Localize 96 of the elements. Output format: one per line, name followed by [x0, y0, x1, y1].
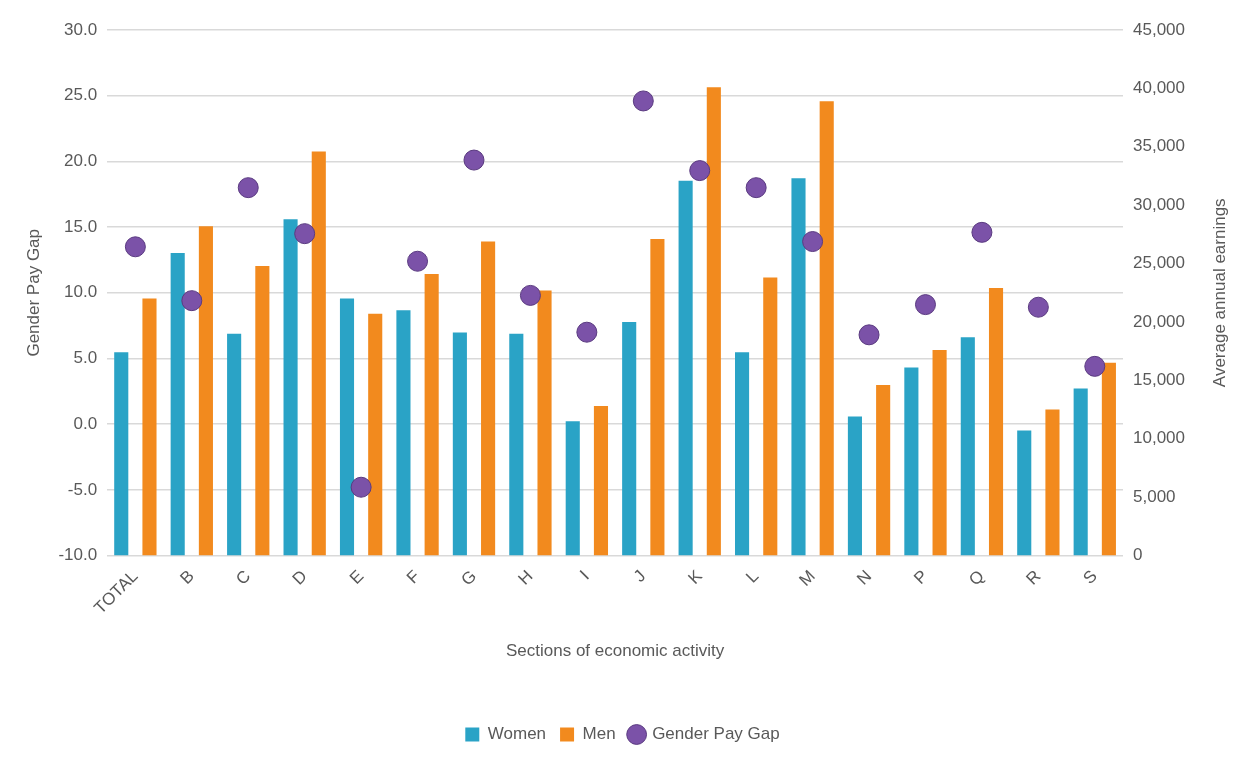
- bar: [763, 277, 778, 556]
- point: [237, 177, 259, 199]
- bar: [735, 352, 750, 556]
- bar: [678, 180, 693, 556]
- y2-tick-label: 0: [1133, 545, 1143, 565]
- bar: [481, 241, 496, 556]
- x-tick-label: E: [345, 566, 368, 588]
- bar: [1045, 409, 1060, 556]
- y2-tick-label: 10,000: [1133, 428, 1185, 448]
- point: [632, 90, 654, 112]
- point: [463, 149, 485, 171]
- x-tick-label: D: [288, 566, 311, 589]
- x-tick-label: I: [576, 566, 593, 584]
- bar: [283, 219, 298, 556]
- bar: [537, 290, 552, 556]
- bar: [396, 310, 411, 556]
- bar: [114, 352, 129, 556]
- bar: [960, 337, 975, 556]
- point: [745, 177, 767, 199]
- point: [914, 294, 936, 316]
- legend-label: Women: [487, 724, 547, 744]
- point: [971, 221, 993, 243]
- y-tick-label: 0.0: [73, 413, 98, 433]
- y2-tick-label: 35,000: [1133, 136, 1185, 156]
- y2-tick-label: 40,000: [1133, 78, 1185, 98]
- y-tick-label: 5.0: [73, 348, 98, 368]
- y2-tick-label: 25,000: [1133, 253, 1185, 273]
- bar: [904, 367, 919, 556]
- x-tick-label: M: [795, 566, 819, 590]
- point: [1084, 355, 1106, 377]
- y-tick-label: 20.0: [64, 151, 98, 171]
- x-tick-label: B: [176, 566, 198, 588]
- point: [1027, 296, 1049, 318]
- bar: [1101, 362, 1116, 556]
- point: [181, 290, 203, 312]
- point: [576, 321, 598, 343]
- point: [689, 160, 711, 182]
- bar: [509, 333, 524, 556]
- bar: [706, 87, 721, 556]
- point: [350, 476, 372, 498]
- bar: [198, 226, 213, 556]
- bar: [339, 298, 355, 556]
- x-tick-label: P: [910, 566, 932, 588]
- y2-tick-label: 15,000: [1133, 370, 1185, 390]
- bar: [255, 265, 270, 556]
- x-tick-label: J: [629, 566, 650, 586]
- y-axis-title: Gender Pay Gap: [23, 228, 43, 357]
- bar: [1073, 388, 1088, 556]
- bar: [368, 313, 383, 556]
- y2-axis-title: Average annual earnings: [1210, 198, 1230, 388]
- x-tick-label: R: [1022, 566, 1045, 589]
- y2-tick-label: 30,000: [1133, 194, 1185, 214]
- bar: [424, 274, 439, 556]
- x-tick-label: K: [684, 566, 707, 588]
- bar: [311, 151, 326, 556]
- bar: [650, 239, 665, 556]
- bar: [452, 332, 467, 556]
- point: [858, 324, 880, 346]
- bar: [988, 288, 1004, 556]
- bar: [622, 321, 637, 556]
- point: [124, 236, 146, 258]
- bar: [847, 416, 862, 556]
- x-tick-label: L: [742, 566, 763, 587]
- x-tick-label: H: [514, 566, 537, 589]
- point: [802, 231, 824, 253]
- y2-tick-label: 5,000: [1133, 486, 1176, 506]
- bar: [932, 350, 947, 556]
- point: [519, 284, 541, 306]
- bar: [565, 421, 580, 556]
- x-tick-label: S: [1079, 566, 1101, 588]
- y-tick-label: -5.0: [67, 479, 98, 499]
- bar: [819, 101, 834, 556]
- y-tick-label: 30.0: [64, 19, 98, 39]
- x-axis-title: Sections of economic activity: [505, 641, 725, 661]
- y-tick-label: 15.0: [64, 216, 98, 236]
- x-tick-label: N: [853, 566, 876, 589]
- bar: [791, 178, 806, 556]
- x-tick-label: C: [232, 566, 255, 589]
- bar: [142, 298, 157, 556]
- x-tick-label: G: [457, 566, 481, 590]
- y2-tick-label: 45,000: [1133, 19, 1185, 39]
- bar: [593, 406, 609, 556]
- y2-tick-label: 20,000: [1133, 311, 1185, 331]
- point: [294, 223, 316, 245]
- bar: [876, 385, 891, 556]
- bar: [170, 253, 185, 556]
- bar: [227, 333, 242, 556]
- point: [407, 250, 429, 272]
- y-tick-label: 25.0: [64, 85, 98, 105]
- y-tick-label: -10.0: [58, 545, 98, 565]
- bar: [1017, 430, 1032, 556]
- y-tick-label: 10.0: [64, 282, 98, 302]
- x-tick-label: Q: [965, 566, 989, 590]
- legend-label: Gender Pay Gap: [652, 724, 780, 744]
- legend-label: Men: [582, 724, 616, 744]
- x-tick-label: F: [402, 566, 424, 588]
